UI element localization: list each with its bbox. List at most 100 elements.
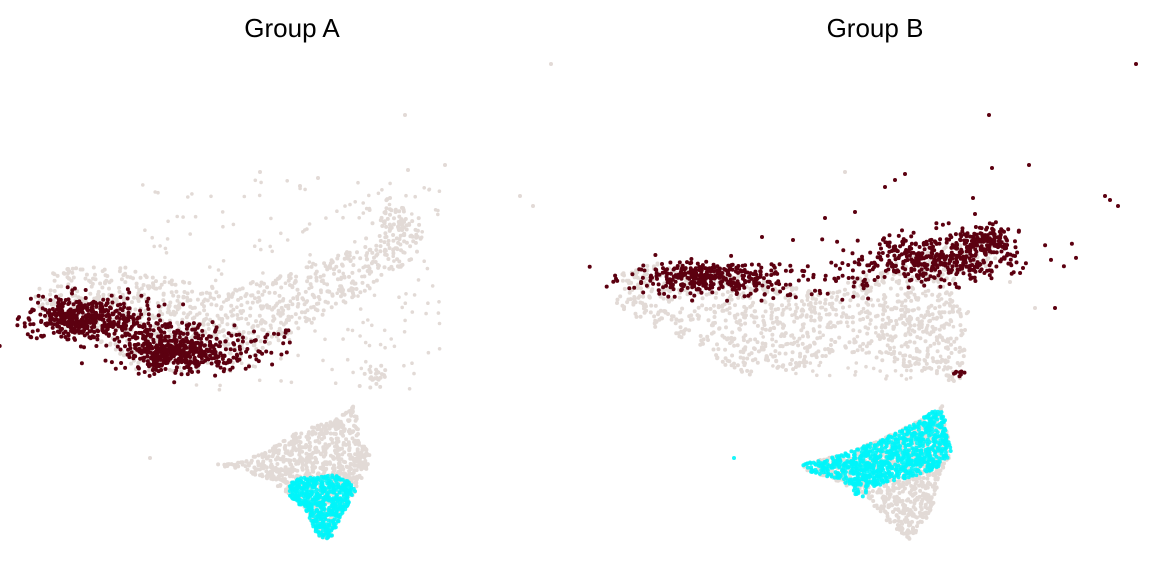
background-cell [948,336,953,341]
cyan-cell [313,501,318,506]
background-cell [387,202,392,207]
background-cell [769,352,773,357]
background-cell [290,474,295,479]
background-cell [88,280,93,284]
background-cell [354,468,359,473]
background-cell [153,286,157,291]
background-cell [350,328,355,333]
background-cell [323,299,328,304]
dark-cell [213,373,218,378]
background-cell [212,296,216,301]
background-cell [203,331,208,335]
background-cell [930,324,935,329]
background-cell [809,314,813,319]
background-cell [241,330,246,334]
background-cell [323,337,327,342]
background-cell [111,296,116,301]
cyan-cell [305,492,310,496]
background-cell [834,308,838,312]
background-cell [957,349,962,354]
background-cell [357,384,362,388]
dark-cell [118,306,123,311]
background-cell [776,364,781,369]
dark-cell [202,353,207,358]
background-cell [885,305,890,309]
dark-cell [89,328,94,333]
background-cell [868,318,873,323]
background-cell [728,341,732,346]
background-cell [270,454,275,459]
background-cell [117,269,122,274]
background-cell [767,328,772,333]
background-cell [714,353,719,358]
background-cell [903,322,908,327]
dark-cell [29,335,34,340]
background-cell [141,283,146,287]
background-cell [173,282,178,287]
background-cell [813,310,818,315]
background-cell [327,426,332,431]
background-cell [732,365,737,370]
background-cell [290,442,295,447]
dark-cell [217,344,222,349]
background-cell [645,272,649,277]
background-cell [949,351,954,355]
background-cell [374,278,379,283]
background-cell [174,311,178,315]
cyan-cell [311,479,315,484]
background-cell [909,368,913,373]
background-cell [947,374,952,379]
background-cell [895,357,900,362]
background-cell [379,363,384,368]
background-cell [347,475,352,480]
background-cell [397,228,401,232]
background-cell [239,311,244,315]
dark-cell [139,293,144,298]
background-cell [117,289,122,294]
background-cell [239,303,244,308]
background-cell [267,305,272,310]
dark-cell [186,324,190,328]
cyan-cell [345,503,350,508]
dark-cell [92,324,97,329]
cyan-cell [314,492,319,497]
dark-cell [36,300,40,305]
background-cell [297,316,302,320]
background-cell [837,335,842,340]
background-cell [375,263,380,267]
background-cell [792,336,796,340]
background-cell [347,274,351,279]
background-cell [344,437,349,442]
background-cell [38,297,43,302]
background-cell [696,305,701,310]
background-cell [403,217,408,221]
background-cell [827,325,831,330]
dark-cell [39,320,44,324]
dark-cell [83,314,88,319]
background-cell [245,467,250,472]
background-cell [723,347,728,352]
background-cell [225,315,230,320]
background-cell [419,235,424,240]
background-cell [814,351,818,355]
background-cell [736,320,741,325]
background-cell [321,308,326,313]
background-cell [790,287,794,292]
background-cell [216,268,221,272]
background-cell [861,341,866,346]
background-cell [288,299,293,304]
background-cell [340,423,345,428]
background-cell [422,186,427,190]
panel-group-a: Group A [0,13,553,541]
cyan-cell [315,475,320,480]
background-cell [723,318,728,323]
dark-cell [223,339,228,344]
background-cell [834,312,839,317]
background-cell [238,354,243,359]
dark-cell [54,294,59,299]
dark-cell [67,300,72,305]
dark-cell [189,340,194,345]
background-cell [908,339,912,344]
cyan-cell [325,536,329,541]
background-cell [129,361,134,366]
